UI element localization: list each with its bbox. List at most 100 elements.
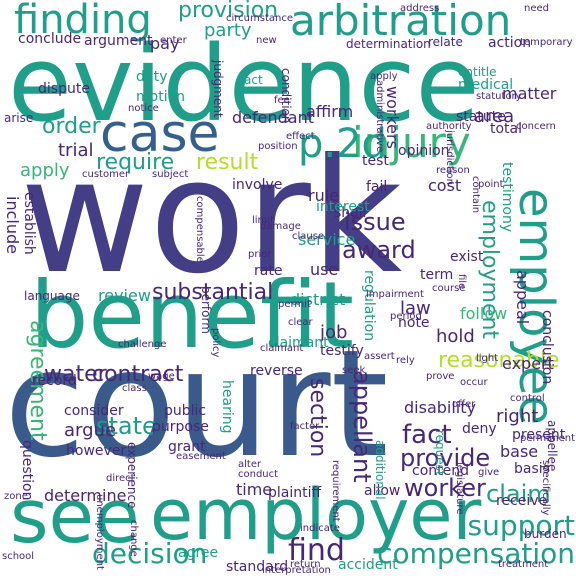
word-indicate: indicate bbox=[300, 523, 340, 534]
word-opinion: opinion bbox=[398, 143, 450, 159]
word-damage: damage bbox=[260, 221, 301, 232]
word-specifically: specifically bbox=[540, 460, 551, 516]
word-dispute: dispute bbox=[38, 81, 90, 97]
word-apply-small: apply bbox=[370, 71, 398, 82]
word-compensation: compensation bbox=[377, 537, 575, 570]
word-reason: reason bbox=[436, 165, 470, 176]
word-service: service bbox=[298, 230, 356, 249]
word-appeal: appeal bbox=[513, 270, 532, 325]
word-course: course bbox=[432, 283, 466, 294]
word-clause: clause bbox=[292, 231, 325, 242]
word-conduct: conduct bbox=[238, 469, 279, 480]
word-support: support bbox=[467, 509, 575, 542]
word-test: test bbox=[362, 153, 389, 169]
word-treatment: treatment bbox=[498, 559, 549, 570]
word-policy: policy bbox=[210, 328, 221, 358]
word-additional: additional bbox=[373, 440, 387, 500]
word-involve: involve bbox=[232, 177, 283, 193]
word-file: file bbox=[456, 274, 467, 290]
word-school: school bbox=[2, 551, 35, 562]
word-motion: motion bbox=[136, 89, 186, 105]
word-record: record bbox=[32, 373, 77, 389]
word-prove: prove bbox=[426, 371, 455, 382]
word-right: right bbox=[496, 406, 539, 427]
word-contract: contract bbox=[92, 362, 184, 387]
word-language: language bbox=[24, 289, 80, 303]
word-consider: consider bbox=[64, 403, 124, 419]
word-include: include bbox=[3, 196, 22, 254]
word-light: light bbox=[476, 353, 499, 364]
word-standard: standard bbox=[226, 559, 289, 575]
word-zone: zone bbox=[4, 491, 28, 502]
word-total: total bbox=[490, 121, 523, 137]
word-term: term bbox=[420, 267, 454, 283]
word-district: district bbox=[290, 290, 346, 309]
word-statutory: statutory bbox=[476, 91, 522, 102]
word-apply: apply bbox=[20, 160, 70, 181]
word-law: law bbox=[400, 298, 431, 319]
word-give: give bbox=[478, 467, 500, 478]
word-circumstance: circumstance bbox=[226, 13, 293, 24]
word-effect: effect bbox=[286, 131, 315, 142]
word-allow: allow bbox=[364, 483, 401, 499]
word-reasonable: reasonable bbox=[438, 348, 560, 373]
word-defendant: defendant bbox=[232, 108, 314, 127]
word-authority: authority bbox=[426, 121, 472, 132]
word-position: position bbox=[258, 141, 298, 152]
word-return: return bbox=[290, 559, 321, 570]
word-result: result bbox=[196, 150, 259, 175]
word-perform: perform bbox=[199, 286, 213, 334]
word-customer: customer bbox=[82, 169, 130, 180]
word-requirement: requirement bbox=[330, 460, 341, 522]
word-limit: limit bbox=[252, 215, 274, 226]
word-duty: duty bbox=[136, 69, 168, 85]
word-follow: follow bbox=[460, 304, 508, 323]
word-interest: interest bbox=[316, 199, 370, 215]
word-period: period bbox=[390, 311, 422, 322]
word-claimant-small: claimant bbox=[260, 343, 304, 354]
word-fail: fail bbox=[366, 179, 388, 195]
word-new: new bbox=[256, 35, 277, 46]
word-provide: provide bbox=[400, 444, 491, 472]
word-conclude: conclude bbox=[18, 31, 82, 47]
word-pay: pay bbox=[150, 34, 180, 53]
word-job: job bbox=[320, 322, 348, 343]
word-enter: enter bbox=[160, 35, 187, 46]
word-accident: accident bbox=[338, 557, 398, 573]
word-provision: provision bbox=[178, 0, 279, 23]
word-affirm: affirm bbox=[306, 102, 354, 121]
word-agree: agree bbox=[178, 545, 219, 561]
word-fee: fee bbox=[274, 95, 290, 106]
word-establish: establish bbox=[21, 192, 37, 255]
word-rate: rate bbox=[254, 263, 283, 279]
word-class: class bbox=[122, 383, 147, 394]
word-permit: permit bbox=[278, 299, 311, 310]
word-contend: contend bbox=[412, 463, 469, 479]
word-reverse: reverse bbox=[250, 363, 303, 379]
word-challenge: challenge bbox=[118, 339, 167, 350]
word-work: work bbox=[20, 125, 403, 309]
word-shall: shall bbox=[334, 205, 367, 221]
word-fact: fact bbox=[402, 420, 452, 450]
word-regulation: regulation bbox=[361, 270, 377, 342]
word-note: note bbox=[398, 315, 430, 331]
word-basis: basis bbox=[514, 461, 550, 477]
word-argue: argue bbox=[64, 420, 117, 441]
word-rule: rule bbox=[308, 186, 340, 205]
word-decision: decision bbox=[92, 537, 208, 570]
word-public: public bbox=[164, 403, 207, 419]
word-alter: alter bbox=[238, 459, 262, 470]
word-exist: exist bbox=[450, 249, 484, 265]
word-notice: notice bbox=[128, 103, 159, 114]
word-employer: employer bbox=[150, 474, 482, 556]
word-party: party bbox=[204, 20, 252, 41]
word-subject: subject bbox=[152, 169, 189, 180]
word-grant: grant bbox=[168, 439, 206, 455]
word-offer: offer bbox=[452, 399, 476, 410]
word-award: award bbox=[342, 236, 416, 264]
word-present: present bbox=[512, 427, 566, 443]
word-time: time bbox=[236, 480, 273, 499]
word-occur: occur bbox=[460, 377, 488, 388]
word-p2d: p.2d bbox=[298, 121, 387, 167]
word-testimony: testimony bbox=[499, 162, 515, 233]
